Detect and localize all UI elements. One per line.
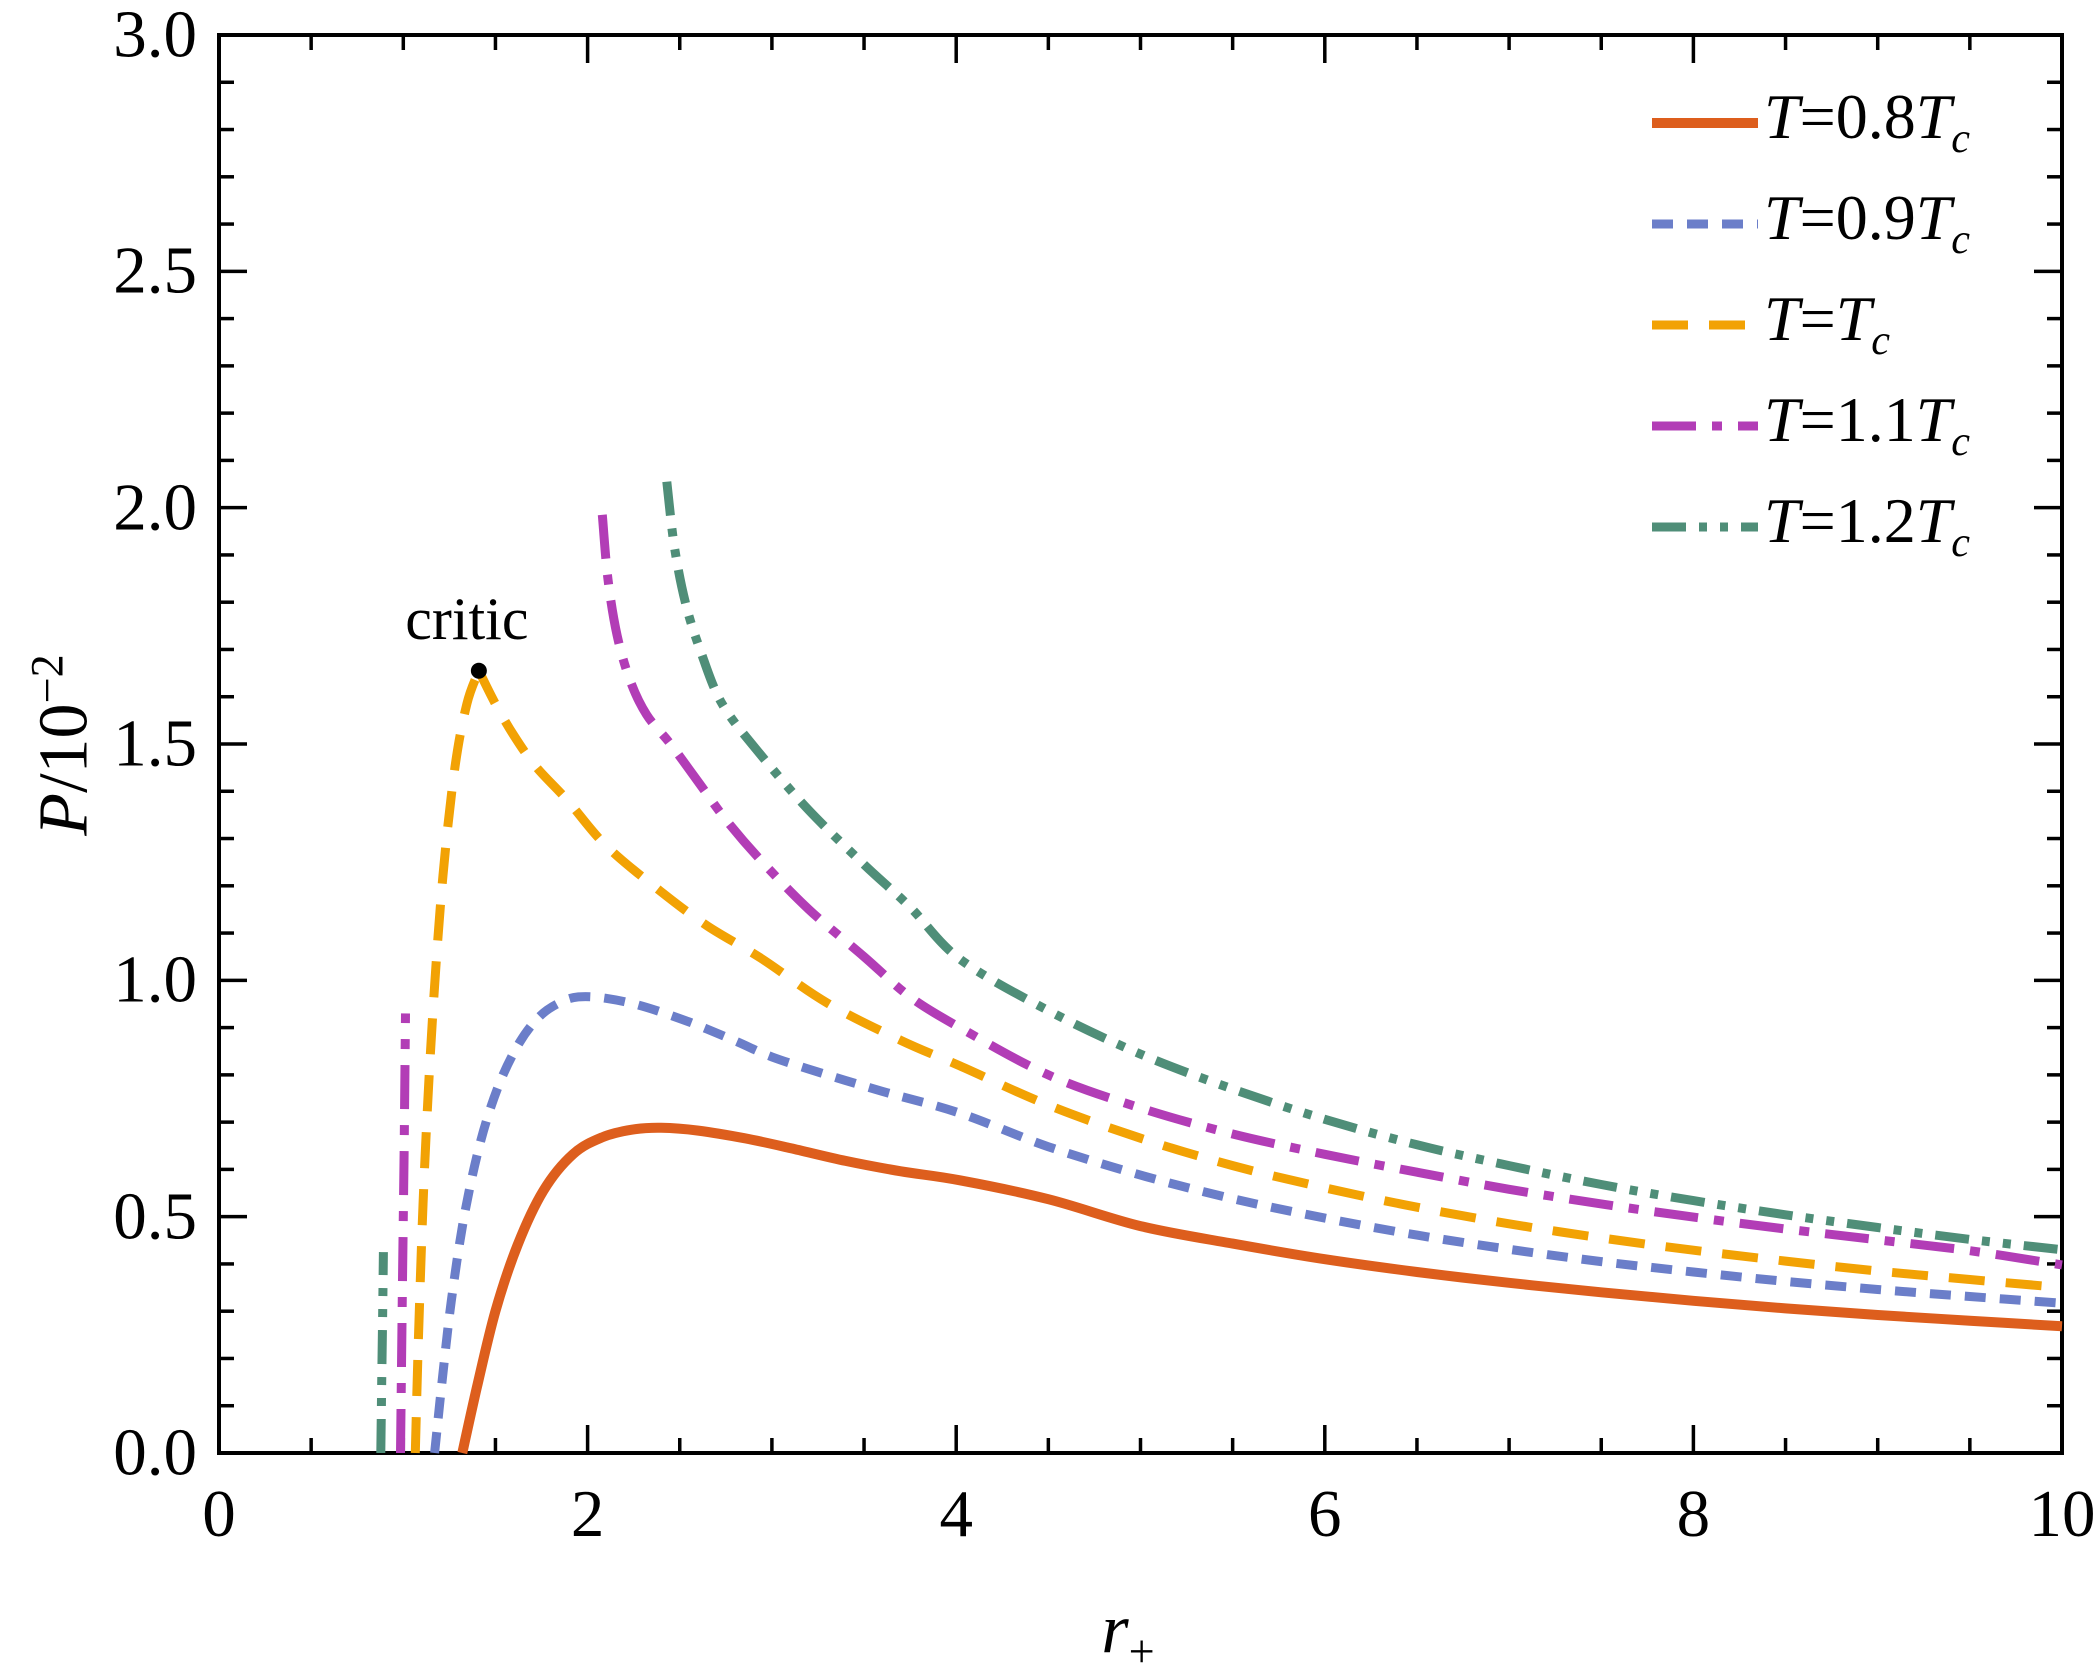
legend-label-T=0.9Tc: T=0.9Tc	[1764, 181, 1971, 263]
legend-item-T=1.2Tc: T=1.2Tc	[1652, 476, 1970, 577]
curve-T=0.8Tc	[457, 1122, 2063, 1455]
x-tick-label-6: 6	[1308, 1477, 1342, 1551]
legend-item-T=1.1Tc: T=1.1Tc	[1652, 375, 1970, 476]
y-tick-label-2.0: 2.0	[113, 470, 197, 545]
legend-label-T=1.1Tc: T=1.1Tc	[1764, 383, 1971, 465]
x-tick-label-8: 8	[1676, 1477, 1711, 1551]
x-tick-label-2: 2	[570, 1477, 605, 1551]
legend-label-T=Tc: T=Tc	[1764, 282, 1891, 364]
legend-item-T=0.9Tc: T=0.9Tc	[1652, 173, 1970, 274]
curve-T=Tc-branch2	[474, 668, 2063, 1293]
curve-T=Tc-branch1	[410, 669, 484, 1454]
legend-line-T=1.1Tc	[1652, 421, 1758, 430]
legend-label-T=1.2Tc: T=1.2Tc	[1764, 484, 1971, 566]
y-tick-label-2.5: 2.5	[113, 233, 197, 308]
x-tick-label-4: 4	[939, 1477, 973, 1551]
x-tick-label-0: 0	[202, 1477, 236, 1551]
y-axis-label: P/10−2	[21, 654, 103, 836]
curve-T=1.1Tc-branch2	[597, 514, 2063, 1270]
curve-T=1.1Tc-branch1	[396, 1013, 410, 1454]
y-tick-label-1.5: 1.5	[113, 706, 197, 781]
legend-line-T=1.2Tc	[1652, 522, 1758, 531]
x-axis-label: r+	[1101, 1591, 1155, 1671]
legend-label-T=0.8Tc: T=0.8Tc	[1764, 80, 1971, 162]
legend-item-T=0.8Tc: T=0.8Tc	[1652, 72, 1970, 173]
y-tick-label-0.5: 0.5	[113, 1179, 197, 1254]
curve-T=1.2Tc-branch1	[376, 1252, 388, 1454]
curve-T=1.2Tc-branch2	[662, 481, 2063, 1255]
curve-T=0.9Tc	[430, 992, 2063, 1454]
legend-line-T=Tc	[1652, 320, 1758, 329]
critical-point-label: critic	[405, 585, 529, 652]
x-tick-label-10: 10	[2028, 1477, 2096, 1551]
y-tick-label-3.0: 3.0	[113, 0, 197, 72]
legend: T=0.8Tc T=0.9Tc T=Tc T=1.1Tc T=1.2Tc	[1652, 72, 1970, 577]
legend-item-T=Tc: T=Tc	[1652, 274, 1970, 375]
legend-line-T=0.8Tc	[1652, 117, 1758, 128]
y-tick-label-1.0: 1.0	[113, 942, 197, 1017]
legend-line-T=0.9Tc	[1652, 219, 1758, 228]
y-tick-label-0.0: 0.0	[113, 1415, 197, 1490]
critical-point-dot	[470, 662, 487, 679]
